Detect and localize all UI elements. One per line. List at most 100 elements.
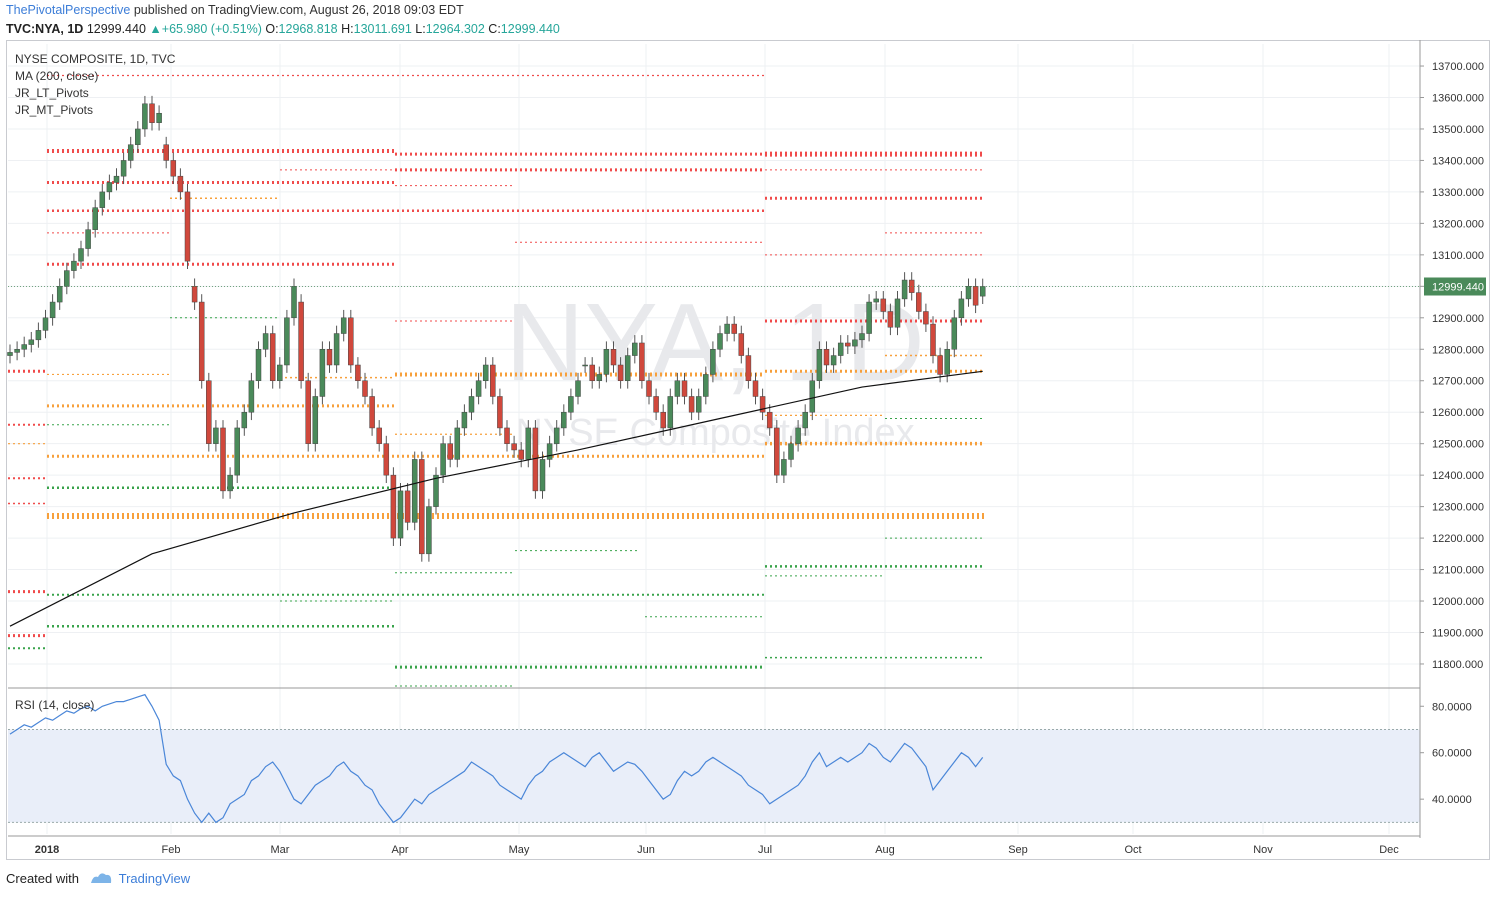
candle-body — [248, 380, 255, 413]
legend-rsi[interactable]: RSI (14, close) — [15, 698, 95, 712]
time-tick-label: Dec — [1379, 844, 1399, 856]
candle-body — [951, 317, 958, 350]
high-value: 13011.691 — [353, 22, 412, 36]
price-tick-label: 12000.000 — [1432, 596, 1484, 608]
candle-body — [482, 364, 489, 381]
candle-body — [340, 317, 347, 334]
candle-body — [979, 286, 986, 297]
candle-body — [894, 298, 901, 328]
candle-body — [227, 474, 233, 492]
legend-title[interactable]: NYSE COMPOSITE, 1D, TVC — [15, 52, 176, 66]
time-tick-label: 2018 — [35, 844, 59, 856]
candle-body — [284, 317, 290, 366]
candle-body — [369, 396, 375, 429]
legend-ma[interactable]: MA (200, close) — [15, 69, 99, 83]
candle-body — [830, 355, 837, 366]
last-price-label: 12999.440 — [1432, 281, 1484, 293]
candle-body — [710, 349, 716, 375]
candle-body — [802, 411, 808, 429]
candle-body — [646, 380, 652, 397]
candle-body — [78, 248, 84, 262]
candle-body — [426, 506, 432, 555]
candle-body — [795, 427, 801, 444]
candle-body — [497, 396, 503, 429]
price-tick-label: 12400.000 — [1432, 470, 1484, 482]
candle-body — [64, 270, 70, 287]
candle-body — [724, 323, 730, 334]
candle-body — [901, 279, 908, 300]
candle-body — [475, 380, 482, 397]
time-tick-label: Apr — [391, 844, 408, 856]
chart-frame[interactable] — [6, 40, 1490, 860]
candle-body — [170, 160, 177, 177]
candle-body — [291, 286, 297, 319]
candle-body — [944, 349, 950, 375]
candle-body — [42, 317, 49, 331]
rsi-tick-label: 40.0000 — [1432, 794, 1472, 806]
candle-body — [184, 191, 191, 262]
footer: Created with TradingView — [6, 871, 190, 888]
tradingview-link[interactable]: TradingView — [118, 871, 191, 886]
quote-line: TVC:NYA, 1D 12999.440 ▲+65.980 (+0.51%) … — [6, 22, 560, 36]
candle-body — [873, 298, 879, 303]
watermark-description: NYSE Composite Index — [515, 412, 914, 454]
candle-body — [930, 323, 936, 356]
candle-body — [135, 128, 141, 145]
candle-body — [916, 292, 922, 312]
candle-body — [191, 286, 198, 303]
candle-body — [213, 427, 219, 444]
candle-body — [14, 349, 20, 353]
time-tick-label: Jul — [758, 844, 772, 856]
candle-body — [99, 191, 106, 208]
price-tick-label: 12800.000 — [1432, 344, 1484, 356]
candle-body — [639, 342, 645, 381]
open-value: 12968.818 — [278, 22, 338, 36]
candle-body — [589, 364, 595, 381]
candle-body — [568, 396, 574, 413]
candle-body — [575, 380, 581, 397]
legend-mt-pivots[interactable]: JR_MT_Pivots — [15, 103, 94, 117]
candle-body — [28, 339, 35, 345]
candle-body — [866, 301, 872, 334]
candle-body — [149, 103, 155, 123]
candle-body — [603, 349, 610, 375]
candle-body — [376, 427, 382, 444]
candle-body — [624, 355, 631, 381]
candle-body — [731, 323, 737, 334]
candle-body — [92, 207, 98, 230]
candle-body — [852, 339, 858, 347]
candle-body — [106, 182, 113, 193]
rsi-tick-label: 60.0000 — [1432, 748, 1472, 760]
price-tick-label: 12100.000 — [1432, 565, 1484, 577]
candle-body — [305, 380, 311, 444]
rsi-tick-label: 80.0000 — [1432, 701, 1472, 713]
candle-body — [958, 298, 965, 319]
last-price-badge — [1424, 277, 1486, 296]
time-tick-label: May — [509, 844, 530, 856]
candle-body — [206, 380, 212, 444]
candle-body — [788, 443, 794, 460]
candle-body — [972, 286, 979, 306]
low-label: L: — [415, 22, 426, 36]
candle-body — [582, 364, 588, 367]
candle-body — [468, 396, 475, 413]
candle-body — [490, 364, 496, 397]
ma-200-line — [9, 370, 983, 627]
time-tick-label: Feb — [162, 844, 181, 856]
candle-body — [745, 355, 752, 381]
created-with-label: Created with — [6, 871, 79, 886]
legend-lt-pivots[interactable]: JR_LT_Pivots — [15, 86, 89, 100]
candle-body — [142, 103, 148, 130]
candle-body — [738, 333, 745, 356]
candle-body — [511, 443, 517, 451]
candle-body — [617, 364, 624, 381]
candle-body — [887, 311, 894, 328]
candle-body — [383, 443, 390, 476]
candle-body — [333, 333, 340, 366]
tradingview-logo-icon — [89, 871, 113, 888]
candle-body — [298, 301, 304, 381]
candle-body — [561, 411, 567, 429]
author-link[interactable]: ThePivotalPerspective — [6, 3, 131, 17]
candle-body — [35, 330, 42, 341]
